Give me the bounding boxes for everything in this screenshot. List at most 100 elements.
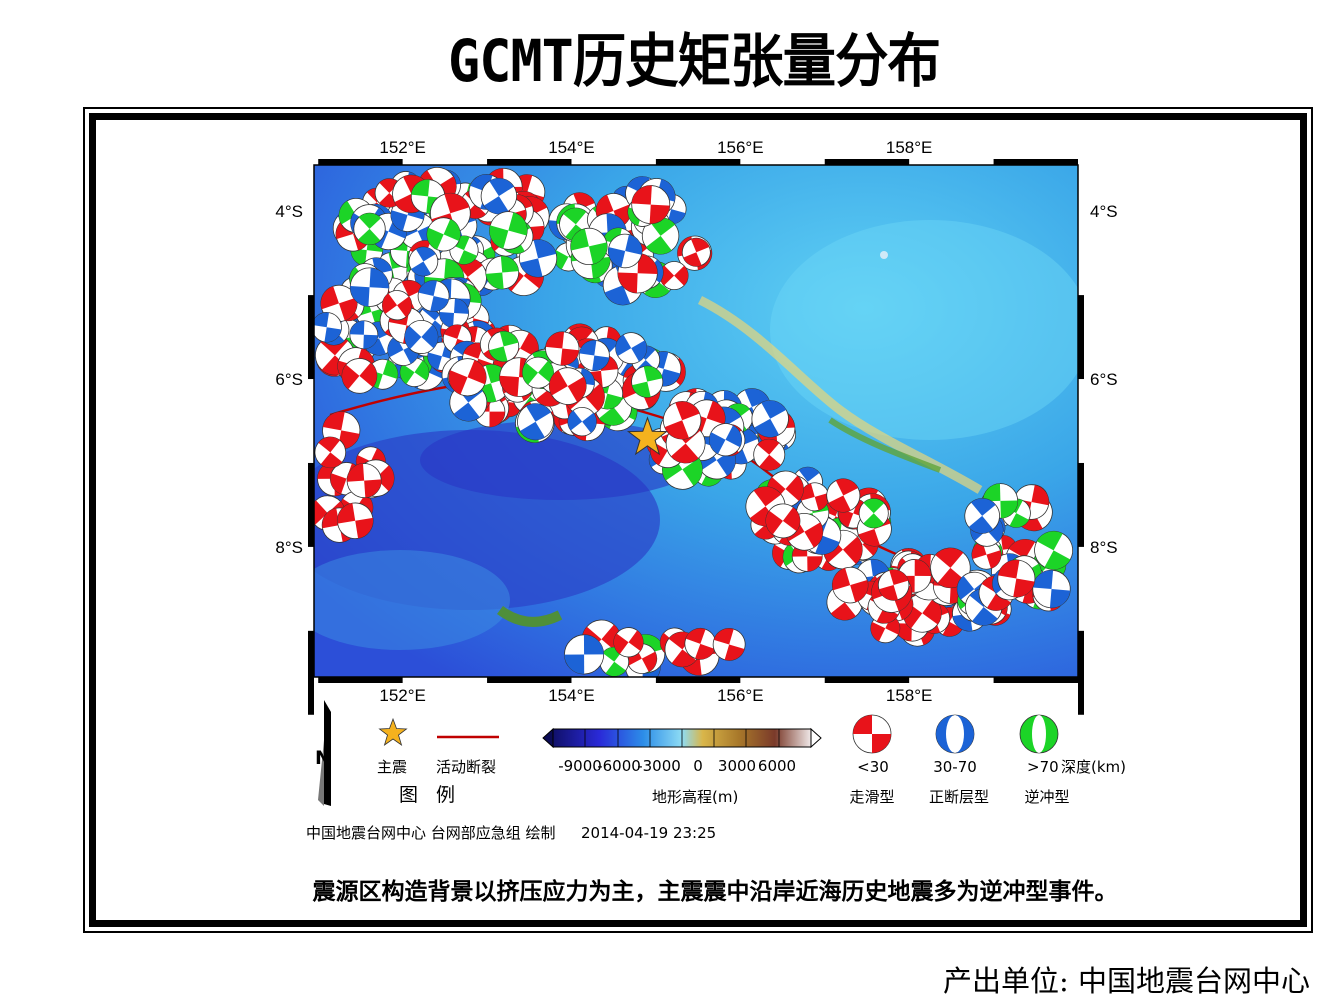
beachball [826, 478, 861, 513]
scale-tick: 6000 [758, 757, 796, 775]
beachball [858, 498, 889, 529]
beachball [681, 237, 711, 267]
beachball [751, 400, 789, 438]
depth-label: >70 [1027, 758, 1059, 776]
outer-frame [83, 107, 1313, 933]
scale-tick-labels: -9000 -6000 -3000 0 3000 6000 [558, 757, 796, 775]
lat-label: 6°S [275, 370, 303, 389]
beachball [684, 627, 717, 660]
beachball [877, 569, 910, 601]
caption: 震源区构造背景以挤压应力为主，主震震中沿岸近海历史地震多为逆冲型事件。 [312, 878, 1118, 905]
beachball [485, 255, 520, 290]
beachball [517, 403, 554, 441]
lon-label: 154°E [548, 138, 595, 157]
beachball [567, 406, 597, 437]
lon-label: 152°E [379, 138, 426, 157]
beachball [522, 356, 554, 389]
legend-star-label: 主震 [377, 758, 407, 776]
credit-text: 中国地震台网中心 台网部应急组 绘制 [306, 824, 556, 842]
beachball [336, 502, 374, 540]
main-shock-star-icon [626, 416, 668, 456]
mechanism-label: 逆冲型 [1024, 788, 1069, 806]
legend-title: 图 例 [399, 784, 461, 806]
beachball [381, 290, 413, 321]
beachball [1032, 569, 1071, 609]
lon-label: 156°E [717, 686, 764, 705]
north-arrow-icon: N [315, 700, 331, 806]
beachball [615, 332, 648, 365]
beachball [564, 634, 605, 675]
producer-credit: 产出单位: 中国地震台网中心 [943, 964, 1310, 998]
beachball [548, 367, 587, 405]
depth-unit: 深度(km) [1061, 758, 1126, 776]
lat-label: 4°S [275, 202, 303, 221]
beachball [408, 246, 439, 277]
beachball-layer [314, 167, 1074, 677]
beachball [480, 177, 518, 215]
lat-label: 8°S [275, 538, 303, 557]
scale-tick: 0 [693, 757, 703, 775]
legend-fault-label: 活动断裂 [436, 758, 496, 776]
legend-mechanisms [852, 714, 1059, 754]
beachball [631, 185, 671, 225]
lat-labels-left: 4°S 6°S 8°S [275, 202, 303, 557]
depth-label: <30 [857, 758, 889, 776]
north-label: N [315, 747, 331, 769]
mechanism-label: 正断层型 [929, 788, 989, 806]
beachball [426, 217, 461, 252]
beachball [314, 312, 342, 343]
beachball [404, 319, 439, 354]
scale-title: 地形高程(m) [652, 788, 738, 806]
lon-label: 158°E [886, 138, 933, 157]
beachball [662, 401, 702, 440]
beachball [349, 267, 390, 307]
inner-frame [89, 113, 1307, 927]
beachball [1034, 530, 1074, 570]
lat-label: 4°S [1090, 202, 1118, 221]
lon-labels-bottom: 152°E 154°E 156°E 158°E [379, 686, 932, 705]
lon-labels-top: 152°E 154°E 156°E 158°E [379, 138, 932, 157]
mechanism-labels: 走滑型 正断层型 逆冲型 [849, 788, 1069, 806]
beachball [314, 436, 347, 469]
beachball [753, 438, 786, 471]
beachball [607, 233, 643, 269]
beachball [765, 503, 801, 539]
beachball [545, 331, 580, 366]
beachball [353, 212, 386, 246]
timestamp: 2014-04-19 23:25 [581, 824, 716, 842]
legend-thrust-ball [1019, 714, 1059, 754]
beachball [964, 498, 1000, 534]
beachball [712, 628, 746, 661]
legend-normal-ball [935, 714, 975, 754]
lat-label: 8°S [1090, 538, 1118, 557]
scale-tick: -9000 [558, 757, 602, 775]
beachball [438, 297, 470, 328]
beachball [417, 280, 450, 312]
lat-label: 6°S [1090, 370, 1118, 389]
lon-label: 158°E [886, 686, 933, 705]
page-title: GCMT历史矩张量分布 [448, 27, 941, 95]
scale-tick: -6000 [597, 757, 641, 775]
beachball [488, 330, 520, 362]
lon-label: 154°E [548, 686, 595, 705]
beachball [659, 261, 689, 291]
beachball [578, 339, 610, 371]
legend-star-icon [378, 717, 408, 746]
lon-label: 152°E [379, 686, 426, 705]
beachball [519, 239, 558, 278]
scale-tick: -3000 [637, 757, 681, 775]
mechanism-label: 走滑型 [849, 788, 894, 806]
beachball [852, 714, 892, 754]
beachball [613, 627, 644, 658]
beachball [341, 358, 378, 394]
lon-label: 156°E [717, 138, 764, 157]
depth-label: 30-70 [933, 758, 977, 776]
scale-tick: 3000 [718, 757, 756, 775]
elevation-color-scale [542, 727, 822, 749]
beachball [631, 365, 664, 398]
map-frame-ticks [308, 159, 1084, 715]
beachball [448, 358, 487, 397]
beachball [971, 539, 1002, 570]
depth-labels: <30 30-70 >70 深度(km) [857, 758, 1126, 776]
